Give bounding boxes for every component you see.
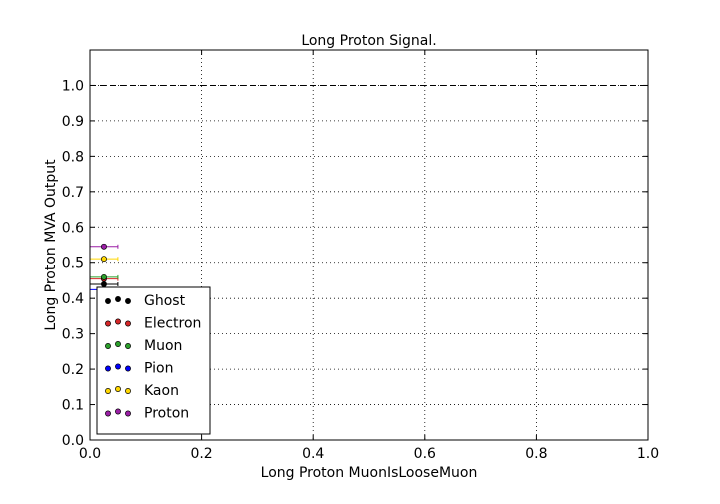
legend-marker bbox=[105, 410, 111, 417]
legend-marker bbox=[105, 365, 111, 372]
legend-marker bbox=[105, 343, 111, 349]
legend-label: Kaon bbox=[144, 383, 179, 399]
legend-label: Proton bbox=[144, 406, 189, 422]
legend-label: Ghost bbox=[144, 293, 186, 309]
legend-marker bbox=[105, 320, 111, 327]
x-tick-label: 0.6 bbox=[414, 446, 436, 462]
legend-marker bbox=[115, 296, 121, 302]
legend-marker bbox=[105, 388, 111, 394]
y-tick-label: 1.0 bbox=[62, 78, 84, 94]
y-tick-label: 0.6 bbox=[62, 220, 84, 236]
legend-label: Muon bbox=[144, 338, 182, 354]
legend-marker bbox=[125, 365, 131, 372]
x-tick-label: 0.8 bbox=[525, 446, 547, 462]
x-axis-title: Long Proton MuonIsLooseMuon bbox=[261, 465, 478, 481]
legend-marker bbox=[115, 341, 121, 347]
legend-marker bbox=[125, 388, 131, 394]
y-axis-title: Long Proton MVA Output bbox=[43, 159, 59, 331]
x-tick-label: 1.0 bbox=[637, 446, 659, 462]
y-tick-label: 0.5 bbox=[62, 256, 84, 272]
legend-label: Pion bbox=[144, 361, 173, 377]
axis-ticks: 0.0 0.2 0.4 0.6 0.8 1.0 0.0 0.1 0.2 0.3 0.4 0.5 0.6 0… bbox=[62, 50, 659, 462]
legend-marker bbox=[115, 363, 121, 370]
legend: Ghost Electron Muon Pion Kaon Proton bbox=[96, 286, 211, 435]
y-tick-label: 0.1 bbox=[62, 398, 84, 414]
plot-frame bbox=[89, 49, 649, 441]
legend-marker bbox=[105, 298, 111, 304]
y-tick-label: 0.0 bbox=[62, 433, 84, 449]
y-tick-label: 0.3 bbox=[62, 327, 84, 343]
data-point bbox=[100, 273, 107, 280]
legend-marker bbox=[125, 298, 131, 304]
y-tick-label: 0.4 bbox=[62, 291, 84, 307]
y-tick-label: 0.2 bbox=[62, 362, 84, 378]
x-tick-label: 0.2 bbox=[190, 446, 212, 462]
chart-title: Long Proton Signal. bbox=[301, 33, 436, 49]
legend-marker bbox=[125, 410, 131, 417]
data-point bbox=[100, 281, 107, 287]
data-point bbox=[100, 243, 107, 250]
y-tick-label: 0.9 bbox=[62, 114, 84, 130]
y-tick-label: 0.7 bbox=[62, 185, 84, 201]
legend-marker bbox=[115, 386, 121, 392]
legend-marker bbox=[125, 320, 131, 327]
legend-marker bbox=[115, 408, 121, 415]
x-tick-label: 0.0 bbox=[79, 446, 101, 462]
legend-label: Electron bbox=[144, 316, 201, 332]
data-point bbox=[100, 256, 107, 263]
y-tick-label: 0.8 bbox=[62, 149, 84, 165]
legend-marker bbox=[115, 318, 121, 325]
x-tick-label: 0.4 bbox=[302, 446, 324, 462]
legend-marker bbox=[125, 343, 131, 349]
grid-lines bbox=[90, 50, 648, 440]
